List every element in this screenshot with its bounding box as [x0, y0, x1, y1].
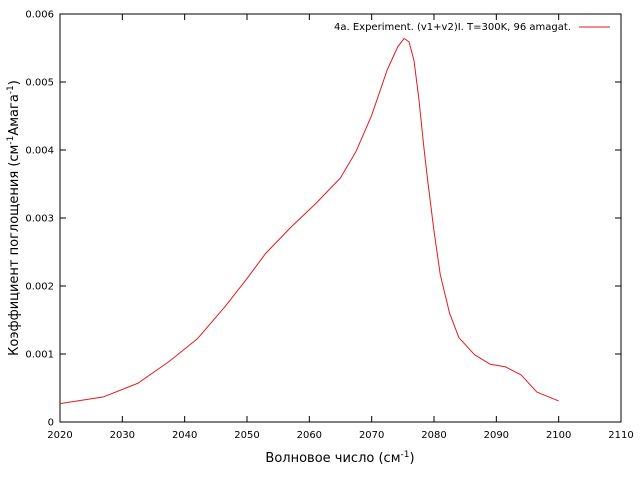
y-tick-label: 0: [48, 418, 54, 429]
x-tick-label: 2040: [172, 430, 197, 441]
y-tick-labels: 0 0.001 0.002 0.003 0.004 0.005 0.006: [25, 10, 54, 429]
axis-ticks: [59, 13, 622, 423]
x-tick-label: 2030: [110, 430, 135, 441]
legend-label: 4a. Experiment. (v1+v2)I. T=300K, 96 ama…: [334, 22, 571, 33]
y-tick-label: 0.002: [25, 282, 54, 293]
y-tick-label: 0.006: [25, 10, 54, 21]
y-tick-label: 0.005: [25, 78, 54, 89]
plot-area: [59, 13, 622, 423]
y-axis-label: Коэффициент поглощения (см-1Амага-1): [6, 80, 22, 356]
x-tick-label: 2090: [484, 430, 509, 441]
x-tick-label: 2050: [234, 430, 259, 441]
series-group: [59, 37, 559, 405]
y-tick-label: 0.003: [25, 214, 54, 225]
x-tick-label: 2020: [47, 430, 72, 441]
x-tick-label: 2100: [546, 430, 571, 441]
y-tick-label: 0.001: [25, 350, 54, 361]
series-line: [59, 37, 559, 405]
x-tick-label: 2110: [608, 430, 633, 441]
y-tick-label: 0.004: [25, 146, 54, 157]
x-tick-label: 2060: [297, 430, 322, 441]
x-tick-label: 2080: [421, 430, 446, 441]
x-tick-label: 2070: [359, 430, 384, 441]
x-axis-label: Волновое число (см-1): [265, 450, 414, 466]
x-tick-labels: 2020 2030 2040 2050 2060 2070 2080 2090 2100 2110: [47, 430, 633, 441]
